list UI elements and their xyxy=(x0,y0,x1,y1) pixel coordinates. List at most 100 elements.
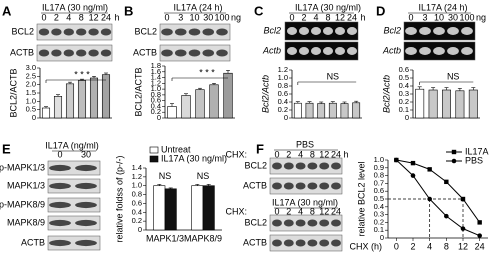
y-tick-label: 0 xyxy=(405,113,409,122)
y-tick-label: 0.8 xyxy=(374,171,384,180)
bar xyxy=(41,107,51,119)
band xyxy=(272,219,282,227)
band xyxy=(286,47,298,55)
band xyxy=(331,239,341,247)
y-tick-label: 0.6 xyxy=(151,96,161,105)
y-tick-label: 0.4 xyxy=(132,207,142,216)
blot-image xyxy=(47,197,101,213)
point xyxy=(410,173,416,178)
lane-label: 30 xyxy=(203,12,213,22)
x-tick-label: 12 xyxy=(458,241,468,251)
blot-image xyxy=(47,215,101,231)
band xyxy=(283,219,294,227)
annotation: NS xyxy=(197,171,210,181)
band xyxy=(38,49,50,57)
y-tick-label: 0 xyxy=(380,233,384,242)
blot-image xyxy=(47,178,101,194)
lane-label: 8 xyxy=(79,12,84,22)
band xyxy=(51,28,62,36)
blot-image xyxy=(269,234,343,252)
band xyxy=(319,162,330,170)
y-tick-label: 1.4 xyxy=(151,73,161,82)
lane-label: 24 xyxy=(331,149,341,159)
legend-marker xyxy=(451,158,457,164)
band xyxy=(433,27,445,35)
band xyxy=(100,28,112,36)
lane-label: 100 xyxy=(459,12,474,22)
lane-label: 12 xyxy=(335,12,345,22)
y-tick-label: 2.5 xyxy=(26,71,36,80)
lane-unit: ng xyxy=(231,12,241,22)
legend-swatch xyxy=(149,155,159,163)
band xyxy=(295,219,306,227)
y-tick-label: 0.3 xyxy=(399,89,409,98)
bar xyxy=(328,102,337,119)
lane-label: 0 xyxy=(408,12,413,22)
row-label: MAPK8/9 xyxy=(7,217,45,227)
band xyxy=(75,49,87,57)
band xyxy=(319,219,330,227)
lane-label: 30 xyxy=(81,149,91,159)
band xyxy=(307,239,318,247)
bar xyxy=(305,102,314,119)
band xyxy=(447,47,459,55)
band xyxy=(283,162,294,170)
point xyxy=(427,196,432,202)
lane-label: 0 xyxy=(164,12,169,22)
y-tick-label: 0.5 xyxy=(399,73,409,82)
row-label: ACTB xyxy=(243,180,267,190)
band xyxy=(461,47,473,55)
band xyxy=(75,28,87,36)
y-tick-label: 1.0 xyxy=(374,155,384,164)
y-tick-label: 3.0 xyxy=(26,63,36,72)
lane-label: 2 xyxy=(286,206,291,216)
lane-label: 4 xyxy=(298,206,303,216)
y-tick-label: 0.2 xyxy=(399,97,409,106)
band xyxy=(331,162,341,170)
y-tick-label: 0.8 xyxy=(132,190,142,199)
y-tick-label: 0.6 xyxy=(374,186,384,195)
band xyxy=(75,182,97,190)
y-tick-label: 0.2 xyxy=(132,216,142,225)
y-tick-label: 1.2 xyxy=(278,65,288,74)
blot-image xyxy=(36,23,113,41)
panel-letter: F xyxy=(256,141,264,156)
point xyxy=(477,220,482,225)
row-label: Bcl2 xyxy=(383,25,401,35)
y-tick-label: 0.8 xyxy=(278,81,288,90)
point xyxy=(477,233,482,238)
point xyxy=(394,157,399,163)
blot-title: IL17A (30 ng/ml) xyxy=(295,2,361,12)
panel-letter: D xyxy=(376,3,385,18)
lane-label: 8 xyxy=(310,149,315,159)
bar xyxy=(223,72,233,119)
y-tick-label: 0.4 xyxy=(374,202,384,211)
point xyxy=(460,226,466,231)
legend-label: PBS xyxy=(465,155,483,165)
row-label: BCL2 xyxy=(134,26,157,36)
band xyxy=(295,162,306,170)
bar xyxy=(202,185,215,231)
band xyxy=(346,27,358,35)
point xyxy=(444,213,449,219)
bar xyxy=(181,95,191,119)
lane-label: 2 xyxy=(286,149,291,159)
gel-image xyxy=(284,41,359,61)
lane-label: 4 xyxy=(313,12,318,22)
row-label: p-MAPK1/3 xyxy=(0,162,45,172)
blot-image xyxy=(47,235,101,251)
band xyxy=(310,27,322,35)
y-tick-label: 1.4 xyxy=(132,163,142,172)
band xyxy=(75,164,97,172)
band xyxy=(188,28,201,36)
y-tick-label: 0.2 xyxy=(278,105,288,114)
legend-label: Untreat xyxy=(161,144,191,154)
row-label: BCL2 xyxy=(11,26,34,36)
gel-image xyxy=(284,21,359,41)
lane-label: 2 xyxy=(54,12,59,22)
band xyxy=(49,219,71,227)
blot-title: IL17A (ng/ml) xyxy=(45,140,99,150)
row-label: BCL2 xyxy=(244,217,267,227)
band xyxy=(331,219,341,227)
